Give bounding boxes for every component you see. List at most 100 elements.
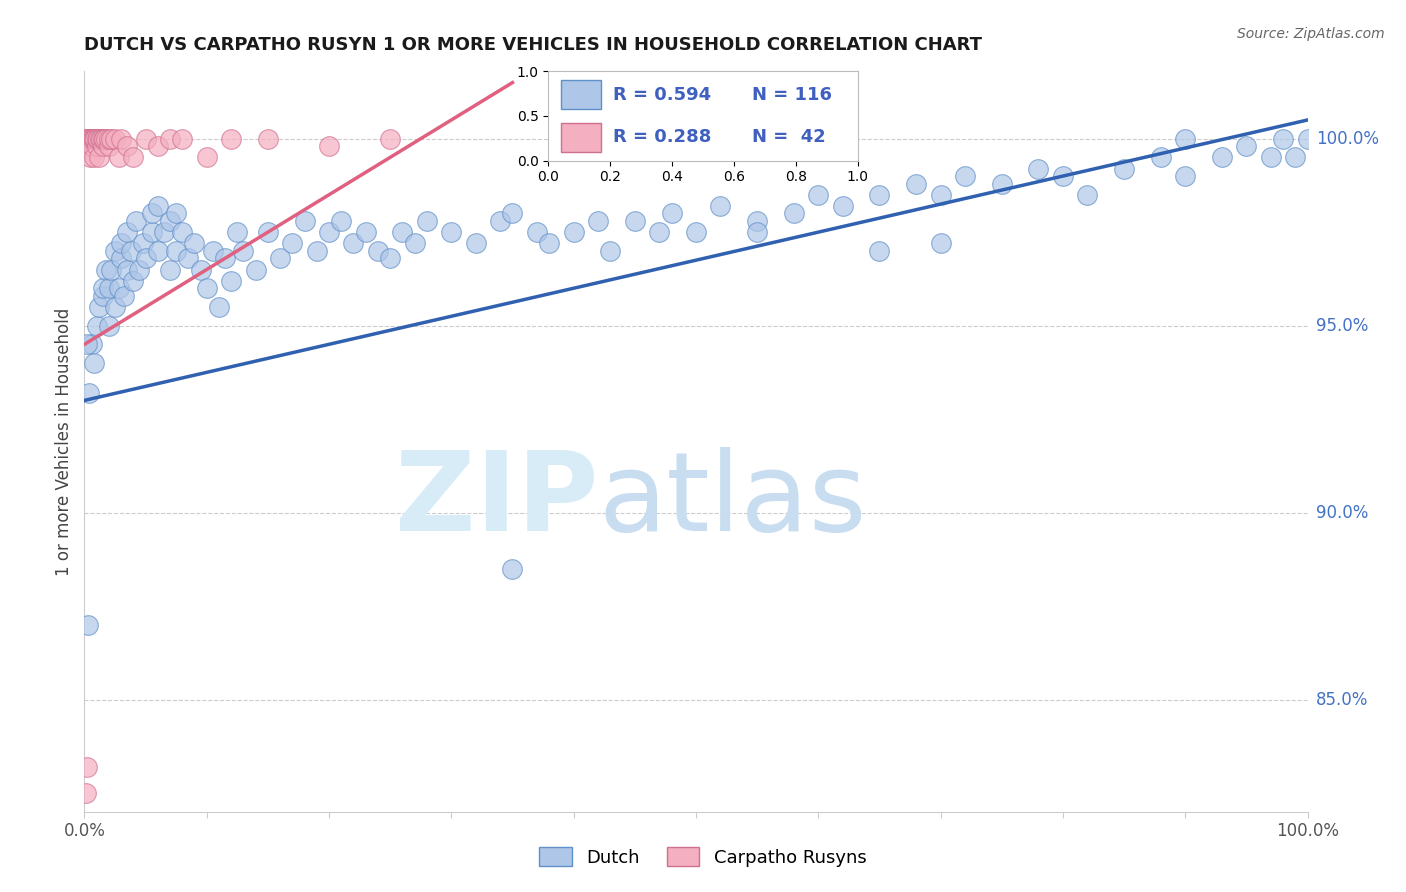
Point — [132, 236, 155, 251]
Point — [380, 131, 402, 145]
Point — [86, 139, 108, 153]
Point — [953, 169, 976, 183]
Point — [104, 131, 127, 145]
Point — [195, 281, 218, 295]
Point — [77, 617, 100, 632]
Point — [1028, 161, 1050, 176]
Point — [87, 300, 110, 314]
Text: ZIP: ZIP — [395, 447, 598, 554]
Point — [82, 131, 104, 145]
Point — [89, 131, 111, 145]
Point — [77, 386, 100, 401]
Text: 100.0%: 100.0% — [1316, 129, 1379, 148]
Point — [128, 262, 150, 277]
Point — [107, 281, 129, 295]
Point — [991, 177, 1014, 191]
Point — [79, 150, 101, 164]
Point — [115, 262, 138, 277]
Point — [141, 225, 163, 239]
Point — [709, 199, 731, 213]
Point — [489, 214, 512, 228]
Point — [831, 199, 853, 213]
Point — [86, 318, 108, 333]
Point — [869, 187, 891, 202]
Point — [783, 206, 806, 220]
Point — [440, 225, 463, 239]
Point — [97, 131, 120, 145]
Point — [905, 177, 928, 191]
Point — [159, 131, 181, 145]
Point — [177, 252, 200, 266]
Point — [747, 225, 769, 239]
Point — [214, 252, 236, 266]
Point — [115, 139, 138, 153]
Point — [747, 214, 769, 228]
Point — [226, 225, 249, 239]
Point — [153, 225, 176, 239]
FancyBboxPatch shape — [561, 80, 600, 109]
Point — [219, 274, 242, 288]
Point — [141, 206, 163, 220]
Point — [165, 244, 187, 258]
Point — [318, 139, 340, 153]
Point — [624, 214, 647, 228]
Point — [97, 318, 120, 333]
Point — [269, 252, 291, 266]
Point — [77, 131, 100, 145]
Point — [1174, 169, 1197, 183]
Point — [110, 236, 132, 251]
Point — [159, 214, 181, 228]
Point — [1296, 131, 1319, 145]
Point — [75, 786, 97, 800]
Text: N = 116: N = 116 — [752, 86, 832, 103]
Point — [1076, 187, 1098, 202]
Point — [76, 131, 98, 145]
Point — [80, 139, 103, 153]
Point — [404, 236, 426, 251]
Point — [112, 289, 135, 303]
Point — [1234, 139, 1257, 153]
Point — [257, 131, 280, 145]
Point — [146, 139, 169, 153]
Point — [183, 236, 205, 251]
Point — [1260, 150, 1282, 164]
Text: 85.0%: 85.0% — [1316, 690, 1368, 708]
Point — [91, 131, 114, 145]
Point — [77, 139, 100, 153]
Point — [1174, 131, 1197, 145]
Point — [281, 236, 304, 251]
Point — [79, 131, 101, 145]
Point — [391, 225, 413, 239]
Point — [146, 244, 169, 258]
Point — [135, 131, 157, 145]
Point — [342, 236, 364, 251]
Point — [122, 274, 145, 288]
Point — [83, 131, 105, 145]
Point — [685, 225, 707, 239]
Point — [120, 244, 142, 258]
Point — [91, 289, 114, 303]
Point — [100, 262, 122, 277]
Point — [172, 225, 194, 239]
Point — [159, 262, 181, 277]
Text: 95.0%: 95.0% — [1316, 317, 1368, 334]
Point — [125, 214, 148, 228]
Point — [330, 214, 353, 228]
Y-axis label: 1 or more Vehicles in Household: 1 or more Vehicles in Household — [55, 308, 73, 575]
Legend: Dutch, Carpatho Rusyns: Dutch, Carpatho Rusyns — [531, 840, 875, 874]
Point — [104, 300, 127, 314]
Point — [190, 262, 212, 277]
Point — [93, 131, 115, 145]
Point — [869, 244, 891, 258]
Text: N =  42: N = 42 — [752, 128, 827, 146]
Point — [84, 131, 107, 145]
Text: Source: ZipAtlas.com: Source: ZipAtlas.com — [1237, 27, 1385, 41]
Point — [648, 225, 671, 239]
Point — [80, 131, 103, 145]
Point — [501, 206, 523, 220]
Text: DUTCH VS CARPATHO RUSYN 1 OR MORE VEHICLES IN HOUSEHOLD CORRELATION CHART: DUTCH VS CARPATHO RUSYN 1 OR MORE VEHICL… — [84, 36, 983, 54]
Point — [538, 236, 561, 251]
Point — [562, 225, 585, 239]
Point — [245, 262, 267, 277]
Text: 90.0%: 90.0% — [1316, 504, 1368, 522]
